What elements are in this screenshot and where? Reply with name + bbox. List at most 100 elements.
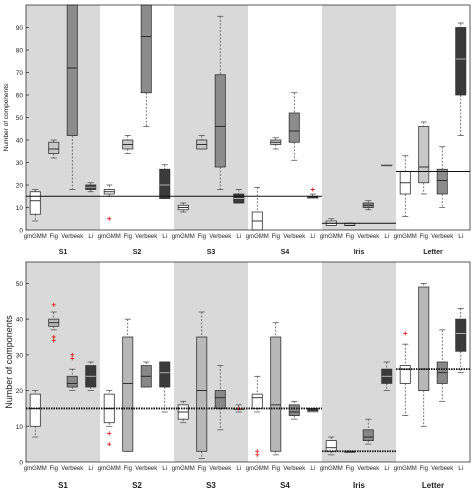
box-s3-fig: [196, 135, 208, 150]
group-band-s4: [248, 5, 322, 230]
box-body: [399, 365, 411, 384]
group-label: Iris: [353, 481, 366, 488]
y-tick-label: 40: [16, 138, 24, 145]
box-s4-fig: [270, 137, 282, 150]
method-tick-label: Li: [310, 466, 315, 472]
box-body: [455, 318, 467, 352]
box-body: [66, 4, 78, 136]
box-letter-fig: [418, 121, 430, 195]
box-body: [159, 168, 171, 199]
box-iris-verbeek: [362, 200, 374, 211]
method-tick-label: Li: [88, 234, 93, 240]
method-tick-label: Li: [162, 234, 167, 240]
box-s2-verbeek: [140, 361, 152, 388]
method-tick-label: Li: [236, 466, 241, 472]
method-tick-label: gmGMM: [246, 466, 269, 472]
box-iris-gmgmm: [325, 436, 337, 456]
method-tick-label: Li: [458, 234, 463, 240]
method-tick-label: Fig: [124, 466, 132, 472]
method-tick-label: Li: [458, 466, 463, 472]
method-tick-label: gmGMM: [24, 466, 47, 472]
box-letter-gmgmm: [399, 155, 411, 217]
box-s1-verbeek: [66, 352, 78, 391]
method-tick-label: Fig: [346, 466, 354, 472]
box-letter-verbeek: [436, 146, 448, 208]
y-tick-label: 80: [16, 48, 24, 55]
method-tick-label: Verbeek: [61, 234, 84, 240]
outlier-marker: [70, 352, 75, 357]
box-s3-li: [233, 189, 245, 204]
outlier-marker: [107, 216, 112, 221]
outlier-marker: [403, 331, 408, 336]
box-s3-verbeek: [214, 365, 226, 431]
box-s3-gmgmm: [177, 400, 189, 424]
box-body: [455, 27, 467, 96]
method-tick-label: Verbeek: [431, 466, 454, 472]
outlier-marker: [255, 452, 260, 457]
group-label: Letter: [422, 481, 444, 488]
group-label: S4: [281, 249, 290, 256]
group-band-iris: [322, 5, 396, 230]
box-body: [29, 191, 41, 215]
y-axis-label: Number of components: [3, 83, 10, 151]
group-label: S2: [132, 481, 142, 488]
method-tick-label: Fig: [50, 234, 58, 240]
box-s3-verbeek: [214, 15, 226, 190]
outlier-marker: [255, 449, 260, 454]
method-tick-label: Fig: [124, 234, 132, 240]
box-s4-verbeek: [288, 400, 300, 420]
box-body: [436, 168, 448, 195]
y-tick-label: 90: [16, 25, 24, 32]
y-tick-label: 20: [16, 183, 24, 190]
box-body: [325, 440, 337, 452]
outlier-marker: [310, 187, 315, 192]
group-label: S1: [59, 249, 68, 256]
box-body: [362, 429, 374, 441]
y-tick-label: 40: [16, 317, 24, 324]
box-s2-fig: [122, 318, 134, 452]
box-s4-fig: [270, 322, 282, 456]
box-s4-verbeek: [288, 92, 300, 161]
method-tick-label: Verbeek: [135, 466, 158, 472]
box-s1-fig: [48, 139, 60, 159]
method-tick-label: Fig: [420, 466, 428, 472]
method-tick-label: Verbeek: [357, 466, 380, 472]
box-iris-li: [381, 164, 393, 167]
box-body: [159, 361, 171, 388]
plot-frame: [25, 261, 471, 463]
method-tick-label: gmGMM: [172, 466, 195, 472]
method-tick-label: Verbeek: [61, 466, 84, 472]
box-body: [196, 336, 208, 452]
method-tick-label: gmGMM: [394, 234, 417, 240]
method-tick-label: Fig: [198, 466, 206, 472]
box-s1-li: [85, 182, 97, 193]
box-body: [288, 112, 300, 143]
method-tick-label: gmGMM: [320, 466, 343, 472]
y-tick-label: 0: [19, 228, 23, 235]
y-tick-label: 60: [16, 93, 24, 100]
outlier-marker: [107, 442, 112, 447]
box-s2-fig: [122, 135, 134, 154]
box-body: [66, 375, 78, 388]
method-tick-label: Li: [236, 234, 241, 240]
box-s1-gmgmm: [29, 189, 41, 222]
method-tick-label: Fig: [420, 234, 428, 240]
y-tick-label: 50: [16, 115, 24, 122]
method-tick-label: Fig: [346, 234, 354, 240]
y-tick-label: 70: [16, 70, 24, 77]
method-tick-label: gmGMM: [98, 466, 121, 472]
method-tick-label: Fig: [272, 234, 280, 240]
group-label: S2: [133, 249, 142, 256]
group-label: S4: [280, 481, 290, 488]
y-tick-label: 30: [16, 352, 24, 359]
y-tick-label: 30: [16, 160, 24, 167]
method-tick-label: Fig: [198, 234, 206, 240]
y-tick-label: 20: [16, 388, 24, 395]
method-tick-label: Li: [384, 234, 389, 240]
outlier-marker: [70, 356, 75, 361]
group-label: S1: [58, 481, 68, 488]
box-body: [418, 126, 430, 184]
method-tick-label: Li: [384, 466, 389, 472]
method-tick-label: Li: [88, 466, 93, 472]
